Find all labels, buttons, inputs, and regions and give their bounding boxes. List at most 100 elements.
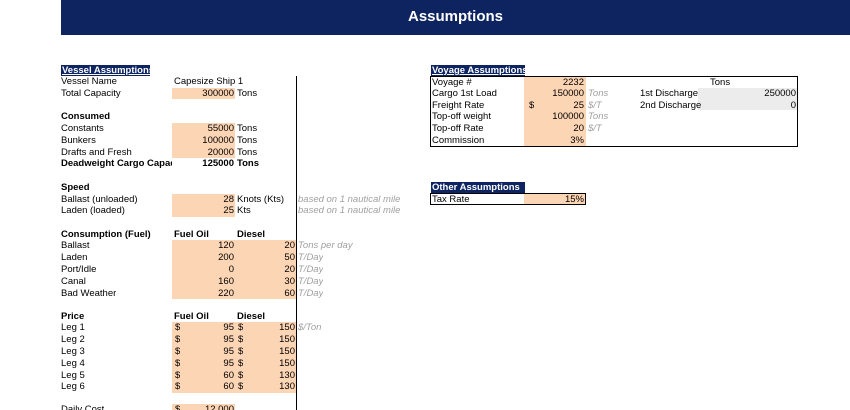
freight-currency: $ bbox=[529, 100, 535, 111]
commission-value[interactable]: 3% bbox=[570, 135, 584, 146]
other-box bbox=[430, 193, 586, 205]
daily-cost-label: Daily Cost bbox=[61, 404, 105, 410]
currency-symbol: $ bbox=[238, 322, 244, 333]
currency-symbol: $ bbox=[175, 334, 181, 345]
topoff-rate-label: Top-off Rate bbox=[432, 123, 484, 134]
price-diesel-cell[interactable]: 150 bbox=[279, 358, 295, 369]
consumption-fill bbox=[172, 240, 296, 299]
drafts-value[interactable]: 20000 bbox=[207, 147, 234, 158]
consumption-fuel-cell[interactable]: 120 bbox=[218, 240, 234, 251]
currency-symbol: $ bbox=[175, 322, 181, 333]
ballast-speed-label: Ballast (unloaded) bbox=[61, 194, 138, 205]
laden-speed-unit: Kts bbox=[237, 205, 251, 216]
daily-cost-value[interactable]: 12,000 bbox=[204, 404, 234, 410]
tax-fill bbox=[524, 194, 585, 204]
consumption-fuel-header: Fuel Oil bbox=[174, 229, 209, 240]
currency-symbol: $ bbox=[175, 381, 181, 392]
cargo-value[interactable]: 150000 bbox=[552, 88, 584, 99]
currency-symbol: $ bbox=[238, 346, 244, 357]
consumption-diesel-cell[interactable]: 30 bbox=[284, 276, 295, 287]
freight-value[interactable]: 25 bbox=[573, 100, 584, 111]
speed-label: Speed bbox=[61, 182, 90, 193]
dwt-label: Deadweight Cargo Capac bbox=[61, 158, 172, 169]
price-fuel-cell[interactable]: 95 bbox=[223, 346, 234, 357]
vessel-name-value[interactable]: Capesize Ship 1 bbox=[174, 76, 244, 87]
price-label: Price bbox=[61, 311, 85, 322]
price-fuel-cell[interactable]: 95 bbox=[223, 358, 234, 369]
freight-label: Freight Rate bbox=[432, 100, 485, 111]
vessel-header: Vessel Assumptions bbox=[61, 65, 155, 76]
price-row-label: Leg 1 bbox=[61, 322, 85, 333]
consumed-label: Consumed bbox=[61, 111, 111, 122]
laden-speed-value[interactable]: 25 bbox=[223, 205, 234, 216]
ballast-speed-value[interactable]: 28 bbox=[223, 194, 234, 205]
daily-cost-fill bbox=[172, 404, 235, 410]
bunkers-value[interactable]: 100000 bbox=[202, 135, 234, 146]
price-row-label: Leg 6 bbox=[61, 381, 85, 392]
voyage-box bbox=[430, 76, 798, 147]
voyage-no-label: Voyage # bbox=[432, 77, 472, 88]
consumption-unit: Tons per day bbox=[298, 240, 353, 251]
currency-symbol: $ bbox=[238, 370, 244, 381]
consumption-label: Consumption (Fuel) bbox=[61, 229, 151, 240]
currency-symbol: $ bbox=[238, 334, 244, 345]
constants-unit: Tons bbox=[237, 123, 258, 134]
price-row-label: Leg 2 bbox=[61, 334, 85, 345]
price-row-label: Leg 3 bbox=[61, 346, 85, 357]
consumption-diesel-cell[interactable]: 50 bbox=[284, 252, 295, 263]
price-fuel-cell[interactable]: 95 bbox=[223, 322, 234, 333]
discharge2-value[interactable]: 0 bbox=[790, 100, 796, 111]
consumption-fuel-cell[interactable]: 0 bbox=[228, 264, 234, 275]
consumption-row-label: Laden bbox=[61, 252, 88, 263]
constants-value[interactable]: 55000 bbox=[207, 123, 234, 134]
dwt-value: 125000 bbox=[202, 158, 234, 169]
price-fuel-cell[interactable]: 60 bbox=[223, 370, 234, 381]
discharge-fill bbox=[698, 88, 797, 110]
tax-value[interactable]: 15% bbox=[564, 194, 584, 205]
price-diesel-cell[interactable]: 130 bbox=[279, 370, 295, 381]
other-header: Other Assumptions bbox=[431, 182, 525, 193]
consumption-fuel-cell[interactable]: 220 bbox=[218, 288, 234, 299]
consumption-diesel-cell[interactable]: 20 bbox=[284, 240, 295, 251]
currency-symbol: $ bbox=[175, 370, 181, 381]
tax-label: Tax Rate bbox=[432, 194, 470, 205]
consumption-diesel-header: Diesel bbox=[237, 229, 265, 240]
tons-header: Tons bbox=[710, 77, 730, 88]
consumption-row-label: Ballast bbox=[61, 240, 90, 251]
price-fuel-cell[interactable]: 95 bbox=[223, 334, 234, 345]
currency-symbol: $ bbox=[175, 346, 181, 357]
consumption-row-label: Port/Idle bbox=[61, 264, 97, 275]
cargo-unit: Tons bbox=[588, 88, 609, 99]
price-diesel-cell[interactable]: 130 bbox=[279, 381, 295, 392]
consumption-diesel-cell[interactable]: 60 bbox=[284, 288, 295, 299]
daily-cost-currency: $ bbox=[175, 404, 181, 410]
price-fill bbox=[172, 322, 296, 393]
price-fuel-cell[interactable]: 60 bbox=[223, 381, 234, 392]
price-row-label: Leg 4 bbox=[61, 358, 85, 369]
consumption-fuel-cell[interactable]: 200 bbox=[218, 252, 234, 263]
capacity-value[interactable]: 300000 bbox=[202, 88, 234, 99]
discharge1-value[interactable]: 250000 bbox=[764, 88, 796, 99]
currency-symbol: $ bbox=[238, 358, 244, 369]
drafts-label: Drafts and Fresh bbox=[61, 147, 132, 158]
topoff-rate-value[interactable]: 20 bbox=[573, 123, 584, 134]
topoff-weight-value[interactable]: 100000 bbox=[552, 111, 584, 122]
discharge1-label: 1st Discharge bbox=[640, 88, 699, 99]
title-banner: Assumptions bbox=[61, 0, 850, 35]
consumption-unit: T/Day bbox=[298, 288, 324, 299]
price-fuel-header: Fuel Oil bbox=[174, 311, 209, 322]
price-diesel-cell[interactable]: 150 bbox=[279, 334, 295, 345]
price-diesel-cell[interactable]: 150 bbox=[279, 346, 295, 357]
price-diesel-cell[interactable]: 150 bbox=[279, 322, 295, 333]
consumption-row-label: Bad Weather bbox=[61, 288, 117, 299]
consumption-unit: T/Day bbox=[298, 264, 324, 275]
voyage-header: Voyage Assumptions bbox=[431, 65, 528, 76]
voyage-fill bbox=[524, 77, 586, 146]
price-unit: $/Ton bbox=[298, 322, 322, 333]
voyage-no-value[interactable]: 2232 bbox=[562, 77, 584, 88]
consumption-diesel-cell[interactable]: 20 bbox=[284, 264, 295, 275]
consumption-fuel-cell[interactable]: 160 bbox=[218, 276, 234, 287]
vessel-border-right bbox=[296, 76, 297, 410]
bunkers-unit: Tons bbox=[237, 135, 258, 146]
discharge2-label: 2nd Discharge bbox=[640, 100, 702, 111]
